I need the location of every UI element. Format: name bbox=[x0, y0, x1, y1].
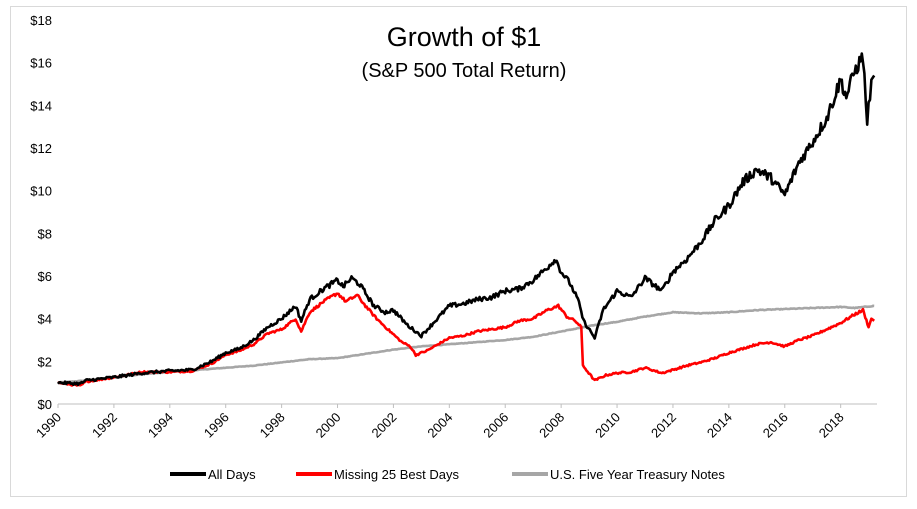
y-tick-label: $4 bbox=[38, 312, 52, 327]
y-tick-label: $2 bbox=[38, 354, 52, 369]
x-tick-label: 2018 bbox=[816, 410, 847, 441]
y-tick-label: $8 bbox=[38, 226, 52, 241]
y-tick-label: $10 bbox=[30, 184, 52, 199]
chart-frame bbox=[10, 6, 907, 497]
x-tick-label: 1996 bbox=[201, 410, 232, 441]
x-tick-label: 2002 bbox=[368, 410, 399, 441]
series-lines bbox=[57, 52, 876, 387]
series-line-all-days bbox=[57, 52, 876, 387]
x-tick-label: 2004 bbox=[424, 410, 455, 441]
x-tick-label: 2016 bbox=[760, 410, 791, 441]
chart-title: Growth of $1 bbox=[387, 22, 542, 52]
x-axis-ticks: 1990 1992 1994 1996 1998 2000 2002 2004 2006 2008… bbox=[33, 404, 847, 441]
legend: All Days Missing 25 Best Days U.S. Five Ye… bbox=[170, 467, 725, 482]
legend-label: U.S. Five Year Treasury Notes bbox=[550, 467, 725, 482]
legend-label: Missing 25 Best Days bbox=[334, 467, 459, 482]
x-tick-label: 1992 bbox=[89, 410, 120, 441]
x-tick-label: 2000 bbox=[313, 410, 344, 441]
x-tick-label: 1990 bbox=[33, 410, 64, 441]
y-axis-ticks: $0 $2 $4 $6 $8 $10 $12 $14 $16 $18 bbox=[30, 13, 52, 412]
y-tick-label: $18 bbox=[30, 13, 52, 28]
legend-label: All Days bbox=[208, 467, 256, 482]
y-tick-label: $0 bbox=[38, 397, 52, 412]
x-tick-label: 2012 bbox=[648, 410, 679, 441]
x-tick-label: 1994 bbox=[145, 410, 176, 441]
x-tick-label: 2008 bbox=[536, 410, 567, 441]
y-tick-label: $12 bbox=[30, 141, 52, 156]
y-tick-label: $6 bbox=[38, 269, 52, 284]
x-tick-label: 2006 bbox=[480, 410, 511, 441]
y-tick-label: $14 bbox=[30, 98, 52, 113]
x-tick-label: 2014 bbox=[704, 410, 735, 441]
x-tick-label: 2010 bbox=[592, 410, 623, 441]
y-tick-label: $16 bbox=[30, 56, 52, 71]
chart-subtitle: (S&P 500 Total Return) bbox=[362, 60, 567, 82]
x-tick-label: 1998 bbox=[257, 410, 288, 441]
